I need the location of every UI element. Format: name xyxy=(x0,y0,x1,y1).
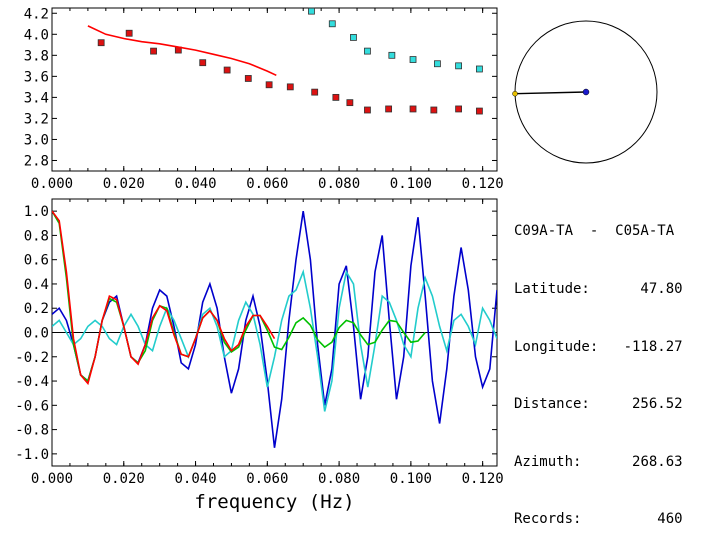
y-tick-label: 0.8 xyxy=(24,228,49,244)
data-marker xyxy=(97,39,105,47)
series-line xyxy=(52,210,276,386)
info-row-latitude: Latitude: 47.80 xyxy=(514,280,683,299)
y-tick-label: 4.2 xyxy=(24,6,49,22)
y-tick-label: 4.0 xyxy=(24,27,49,43)
data-marker xyxy=(455,62,463,70)
data-marker xyxy=(455,105,463,113)
plot-frame xyxy=(51,7,498,172)
data-marker xyxy=(244,75,252,82)
info-value: 256.52 xyxy=(589,396,683,413)
info-label: Latitude: xyxy=(514,281,590,297)
data-marker xyxy=(434,60,441,68)
top-chart: 0.000 0.020 0.040 0.060 0.080 0.100 0.120 2.8 3.… xyxy=(24,6,504,192)
y-tick-label: -0.2 xyxy=(15,350,49,366)
series-line xyxy=(52,268,497,412)
info-value: 268.63 xyxy=(581,453,683,470)
info-label: Longitude: xyxy=(514,338,599,355)
data-marker xyxy=(346,99,354,107)
data-marker xyxy=(409,105,417,113)
y-tick-label: 3.2 xyxy=(24,111,49,127)
x-tick-label: 0.060 xyxy=(246,471,288,487)
data-marker xyxy=(328,20,336,28)
data-marker xyxy=(385,105,393,113)
azimuth-line xyxy=(515,91,587,95)
x-tick-label: 0.040 xyxy=(174,176,216,192)
y-tick-label: 3.4 xyxy=(24,90,49,106)
data-marker xyxy=(199,59,207,67)
y-tick-label: 3.6 xyxy=(24,69,49,85)
data-marker xyxy=(150,47,157,55)
y-tick-label: 2.8 xyxy=(24,153,49,169)
azimuth-dial xyxy=(512,20,658,164)
info-value: 460 xyxy=(581,511,683,528)
y-tick-label: 0.0 xyxy=(24,326,49,342)
data-marker xyxy=(430,106,438,114)
info-panel: C09A-TA - C05A-TA Latitude: 47.80 Longit… xyxy=(514,184,683,549)
x-tick-label: 0.040 xyxy=(174,471,216,487)
x-tick-label: 0.100 xyxy=(390,471,432,487)
x-tick-label: 0.120 xyxy=(462,176,504,192)
series-line xyxy=(52,210,426,383)
data-marker xyxy=(350,34,357,41)
x-tick-label: 0.120 xyxy=(462,471,504,487)
data-marker xyxy=(332,93,340,101)
y-tick-label: 3.8 xyxy=(24,48,49,64)
y-tick-label: -0.8 xyxy=(15,423,49,439)
info-label: Distance: xyxy=(514,396,590,413)
y-tick-label: -1.0 xyxy=(15,447,49,463)
data-marker xyxy=(388,51,396,59)
y-tick-label: -0.4 xyxy=(15,374,49,390)
info-label: Azimuth: xyxy=(514,453,582,470)
y-tick-label: 0.2 xyxy=(24,301,49,317)
info-row-records: Records: 460 xyxy=(514,510,683,529)
x-tick-label: 0.000 xyxy=(31,471,73,487)
x-axis-label: frequency (Hz) xyxy=(194,491,354,513)
info-row-distance: Distance: 256.52 xyxy=(514,395,683,414)
data-marker xyxy=(311,88,319,96)
x-tick-label: 0.020 xyxy=(103,471,145,487)
info-title: C09A-TA - C05A-TA xyxy=(514,223,675,240)
center-marker xyxy=(582,88,590,96)
info-label: Records: xyxy=(514,511,582,528)
data-marker xyxy=(265,81,273,89)
y-tick-label: 0.4 xyxy=(24,277,49,293)
info-value: 47.80 xyxy=(589,281,683,297)
info-row-longitude: Longitude: -118.27 xyxy=(514,338,683,357)
data-marker xyxy=(286,83,294,91)
figure: 0.000 0.020 0.040 0.060 0.080 0.100 0.120 2.8 3.… xyxy=(15,6,658,513)
x-tick-label: 0.000 xyxy=(31,176,73,192)
data-marker xyxy=(476,65,483,73)
y-tick-label: -0.6 xyxy=(15,398,49,414)
x-tick-label: 0.080 xyxy=(318,176,360,192)
x-tick-label: 0.100 xyxy=(390,176,432,192)
y-tick-label: 1.0 xyxy=(24,204,49,220)
info-row-azimuth: Azimuth: 268.63 xyxy=(514,453,683,472)
data-marker xyxy=(308,7,315,15)
series-line xyxy=(52,210,497,448)
info-value: -118.27 xyxy=(598,338,683,355)
data-marker xyxy=(125,29,133,37)
data-marker xyxy=(364,106,371,114)
data-marker xyxy=(364,47,371,55)
x-tick-label: 0.020 xyxy=(103,176,145,192)
x-tick-label: 0.060 xyxy=(246,176,288,192)
bottom-chart: 0.000 0.020 0.040 0.060 0.080 0.100 0.120 1.0 0.… xyxy=(15,198,504,513)
y-tick-label: 0.6 xyxy=(24,253,49,269)
data-marker xyxy=(409,56,417,63)
end-marker xyxy=(512,90,518,97)
series-line xyxy=(87,25,277,77)
data-marker xyxy=(223,66,231,74)
y-tick-label: 3.0 xyxy=(24,132,49,148)
data-marker xyxy=(476,107,483,115)
x-tick-label: 0.080 xyxy=(318,471,360,487)
